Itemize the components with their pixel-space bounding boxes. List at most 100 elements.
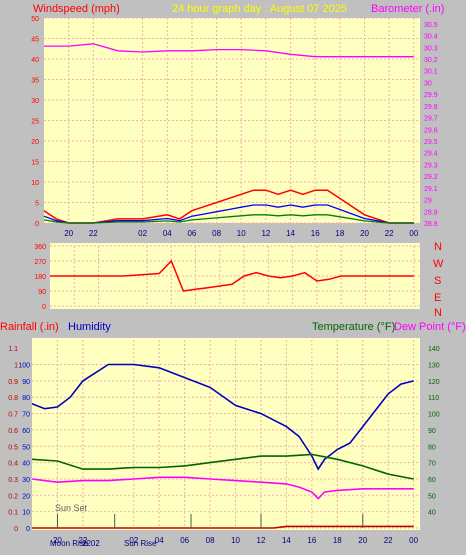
compass-s: S xyxy=(434,275,441,287)
temperature-tick-label: 100 xyxy=(428,412,440,419)
rainfall-tick-label: 1 xyxy=(14,363,18,370)
temperature-tick-label: 130 xyxy=(428,363,440,370)
barometer-tick-label: 29.9 xyxy=(424,92,438,99)
bottom-time-tick-label: 10 xyxy=(231,536,240,545)
sun-rise-label: Sun Rise xyxy=(124,539,157,548)
time-tick-label: 22 xyxy=(89,229,98,238)
direction-tick-label: 180 xyxy=(34,274,46,281)
tick-labels: 0510152025303540455028.828.92929.129.229… xyxy=(8,16,440,545)
rainfall-tick-label: 0.3 xyxy=(8,477,18,484)
barometer-tick-label: 29.4 xyxy=(424,151,438,158)
humidity-axis-label: Humidity xyxy=(68,321,111,333)
bottom-plot-area xyxy=(32,338,420,530)
bottom-time-tick-label: 18 xyxy=(333,536,342,545)
grid-lines xyxy=(32,17,420,529)
compass-w: W xyxy=(433,258,444,270)
humidity-tick-label: 90 xyxy=(22,379,30,386)
temperature-tick-label: 50 xyxy=(428,493,436,500)
time-tick-label: 16 xyxy=(311,229,320,238)
wind-tick-label: 10 xyxy=(31,180,39,187)
humidity-tick-label: 50 xyxy=(22,444,30,451)
barometer-tick-label: 29.1 xyxy=(424,186,438,193)
direction-tick-label: 0 xyxy=(42,304,46,311)
temperature-tick-label: 80 xyxy=(428,444,436,451)
rainfall-tick-label: 0.8 xyxy=(8,395,18,402)
compass-n-top: N xyxy=(434,241,442,253)
rainfall-tick-label: 0.6 xyxy=(8,428,18,435)
barometer-tick-label: 30.5 xyxy=(424,22,438,29)
barometer-tick-label: 30.1 xyxy=(424,69,438,76)
time-tick-label: 20 xyxy=(360,229,369,238)
bottom-time-tick-label: 20 xyxy=(358,536,367,545)
windspeed-axis-label: Windspeed (mph) xyxy=(33,3,120,15)
bottom-time-tick-label: 22 xyxy=(384,536,393,545)
wind-tick-label: 50 xyxy=(31,16,39,23)
time-tick-label: 12 xyxy=(261,229,270,238)
barometer-tick-label: 29.8 xyxy=(424,104,438,111)
barometer-tick-label: 28.8 xyxy=(424,221,438,228)
barometer-line xyxy=(44,43,414,58)
dewpoint-axis-label: Dew Point (°F) xyxy=(394,321,466,333)
barometer-tick-label: 29.6 xyxy=(424,127,438,134)
windspeed-line xyxy=(43,189,414,224)
wind-tick-label: 30 xyxy=(31,98,39,105)
humidity-tick-label: 80 xyxy=(22,395,30,402)
bottom-time-tick-label: 14 xyxy=(282,536,291,545)
temperature-tick-label: 120 xyxy=(428,379,440,386)
time-tick-label: 18 xyxy=(335,229,344,238)
rainfall-tick-label: 0.7 xyxy=(8,412,18,419)
humidity-tick-label: 30 xyxy=(22,477,30,484)
barometer-tick-label: 29 xyxy=(424,198,432,205)
series-temperature-f-line xyxy=(31,453,414,480)
time-tick-label: 06 xyxy=(187,229,196,238)
bottom-time-tick-label: 04 xyxy=(155,536,164,545)
temperature-tick-label: 60 xyxy=(428,477,436,484)
barometer-tick-label: 28.9 xyxy=(424,209,438,216)
time-tick-label: 22 xyxy=(385,229,394,238)
humidity-tick-label: 70 xyxy=(22,412,30,419)
temperature-tick-label: 110 xyxy=(428,395,439,402)
temperature-tick-label: 40 xyxy=(428,510,436,517)
rainfall-tick-label: 0 xyxy=(14,526,18,533)
temperature-tick-label: 90 xyxy=(428,428,436,435)
time-tick-label: 10 xyxy=(237,229,246,238)
time-tick-label: 02 xyxy=(138,229,147,238)
humidity-tick-label: 60 xyxy=(22,428,30,435)
wind-direction-line xyxy=(50,259,414,292)
bottom-time-tick-label: 16 xyxy=(307,536,316,545)
temperature-axis-label: Temperature (°F) xyxy=(312,321,395,333)
barometer-tick-label: 30.3 xyxy=(424,45,438,52)
time-tick-label: 20 xyxy=(64,229,73,238)
temperature-tick-label: 140 xyxy=(428,346,440,353)
rainfall-axis-label: Rainfall (.in) xyxy=(0,321,59,333)
series-dew-point-f-line xyxy=(31,476,414,500)
time-tick-label: 14 xyxy=(286,229,295,238)
wind-tick-label: 40 xyxy=(31,57,39,64)
compass-e: E xyxy=(434,292,441,304)
bottom-time-tick-label: 06 xyxy=(180,536,189,545)
compass-n-bottom: N xyxy=(434,307,442,319)
rainfall-tick-label: 0.5 xyxy=(8,444,18,451)
direction-tick-label: 360 xyxy=(34,244,46,251)
series-rainfall-in-line xyxy=(32,525,414,529)
barometer-axis-label: Barometer (.in) xyxy=(371,3,444,15)
bottom-time-tick-label: 00 xyxy=(409,536,418,545)
bottom-time-tick-label: 02 xyxy=(129,536,138,545)
rainfall-tick-label: 0.1 xyxy=(8,510,18,517)
bottom-time-tick-label: 20 xyxy=(53,536,62,545)
bottom-time-tick-label: 22 xyxy=(78,536,87,545)
wind-tick-label: 45 xyxy=(31,37,39,44)
barometer-tick-label: 29.2 xyxy=(424,174,438,181)
time-tick-label: 08 xyxy=(212,229,221,238)
humidity-tick-label: 0 xyxy=(26,526,30,533)
rainfall-tick-label: 0.4 xyxy=(8,461,18,468)
wind-average-line xyxy=(43,214,414,224)
moon-rise-time-label: 2202 xyxy=(82,539,100,548)
sun-set-label: Sun Set xyxy=(55,503,88,513)
wind-gust-line xyxy=(43,204,414,224)
series-humidity-line xyxy=(31,363,414,471)
wind-tick-label: 25 xyxy=(31,119,39,126)
wind-tick-label: 20 xyxy=(31,139,39,146)
direction-tick-label: 90 xyxy=(38,289,46,296)
wind-tick-label: 35 xyxy=(31,78,39,85)
